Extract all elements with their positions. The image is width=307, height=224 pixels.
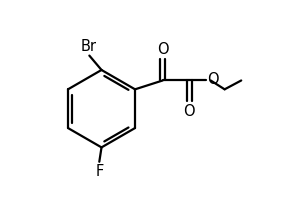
Text: O: O <box>207 72 219 87</box>
Text: O: O <box>157 42 169 57</box>
Text: Br: Br <box>80 39 96 54</box>
Text: O: O <box>183 104 195 119</box>
Text: F: F <box>95 164 103 179</box>
